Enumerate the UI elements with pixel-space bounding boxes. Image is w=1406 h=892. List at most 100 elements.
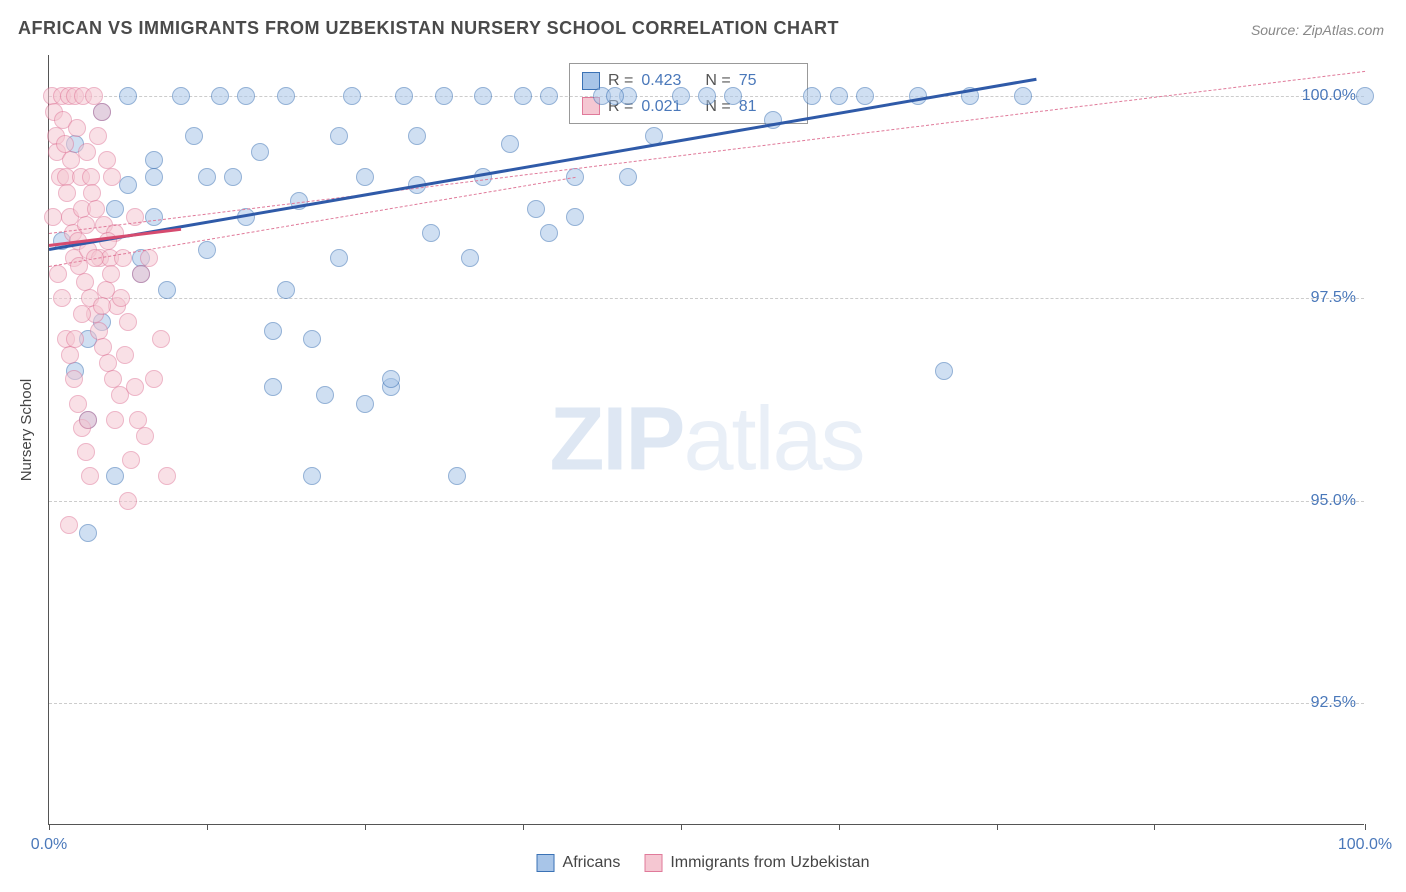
data-point	[58, 184, 76, 202]
data-point	[77, 443, 95, 461]
data-point	[264, 322, 282, 340]
data-point	[856, 87, 874, 105]
x-tick	[681, 824, 682, 830]
data-point	[566, 208, 584, 226]
data-point	[60, 516, 78, 534]
data-point	[474, 87, 492, 105]
data-point	[382, 370, 400, 388]
data-point	[73, 305, 91, 323]
data-point	[44, 208, 62, 226]
chart-title: AFRICAN VS IMMIGRANTS FROM UZBEKISTAN NU…	[18, 18, 839, 39]
x-tick	[1365, 824, 1366, 830]
data-point	[356, 168, 374, 186]
stat-r-value: 0.423	[641, 68, 697, 94]
plot-area: ZIPatlas R =0.423N =75R =0.021N =81 92.5…	[48, 55, 1364, 825]
data-point	[106, 411, 124, 429]
data-point	[343, 87, 361, 105]
data-point	[277, 87, 295, 105]
data-point	[83, 184, 101, 202]
gridline	[49, 501, 1364, 502]
x-tick	[839, 824, 840, 830]
data-point	[698, 87, 716, 105]
data-point	[68, 119, 86, 137]
data-point	[935, 362, 953, 380]
y-tick-label: 100.0%	[1302, 87, 1356, 105]
x-tick	[997, 824, 998, 830]
y-tick-label: 97.5%	[1311, 289, 1356, 307]
data-point	[103, 168, 121, 186]
data-point	[224, 168, 242, 186]
data-point	[461, 249, 479, 267]
data-point	[136, 427, 154, 445]
data-point	[66, 330, 84, 348]
data-point	[79, 411, 97, 429]
data-point	[78, 143, 96, 161]
data-point	[89, 127, 107, 145]
data-point	[122, 451, 140, 469]
data-point	[408, 127, 426, 145]
data-point	[211, 87, 229, 105]
legend-label: Africans	[563, 854, 621, 872]
data-point	[119, 87, 137, 105]
data-point	[422, 224, 440, 242]
data-point	[119, 492, 137, 510]
data-point	[277, 281, 295, 299]
data-point	[264, 378, 282, 396]
data-point	[126, 378, 144, 396]
data-point	[1356, 87, 1374, 105]
data-point	[316, 386, 334, 404]
legend-item: Immigrants from Uzbekistan	[644, 854, 869, 872]
data-point	[606, 87, 624, 105]
data-point	[830, 87, 848, 105]
data-point	[119, 176, 137, 194]
data-point	[303, 467, 321, 485]
data-point	[53, 289, 71, 307]
data-point	[93, 297, 111, 315]
y-tick-label: 95.0%	[1311, 492, 1356, 510]
legend-swatch	[537, 854, 555, 872]
data-point	[672, 87, 690, 105]
data-point	[140, 249, 158, 267]
data-point	[49, 265, 67, 283]
data-point	[79, 524, 97, 542]
data-point	[102, 265, 120, 283]
x-tick	[523, 824, 524, 830]
data-point	[145, 370, 163, 388]
data-point	[185, 127, 203, 145]
data-point	[106, 200, 124, 218]
x-tick	[365, 824, 366, 830]
data-point	[1014, 87, 1032, 105]
stat-n-value: 75	[739, 68, 795, 94]
data-point	[395, 87, 413, 105]
data-point	[69, 395, 87, 413]
data-point	[619, 168, 637, 186]
x-tick	[1154, 824, 1155, 830]
x-tick	[49, 824, 50, 830]
gridline	[49, 703, 1364, 704]
data-point	[356, 395, 374, 413]
data-point	[330, 127, 348, 145]
data-point	[172, 87, 190, 105]
data-point	[540, 87, 558, 105]
data-point	[251, 143, 269, 161]
data-point	[116, 346, 134, 364]
y-tick-label: 92.5%	[1311, 694, 1356, 712]
data-point	[106, 467, 124, 485]
data-point	[90, 322, 108, 340]
data-point	[158, 467, 176, 485]
data-point	[448, 467, 466, 485]
data-point	[158, 281, 176, 299]
data-point	[514, 87, 532, 105]
data-point	[81, 467, 99, 485]
data-point	[65, 370, 83, 388]
data-point	[724, 87, 742, 105]
data-point	[61, 346, 79, 364]
legend-swatch	[644, 854, 662, 872]
gridline	[49, 298, 1364, 299]
data-point	[803, 87, 821, 105]
data-point	[198, 168, 216, 186]
watermark: ZIPatlas	[549, 388, 863, 491]
legend-label: Immigrants from Uzbekistan	[670, 854, 869, 872]
legend: Africans Immigrants from Uzbekistan	[537, 854, 870, 872]
x-tick-label: 100.0%	[1338, 836, 1392, 854]
